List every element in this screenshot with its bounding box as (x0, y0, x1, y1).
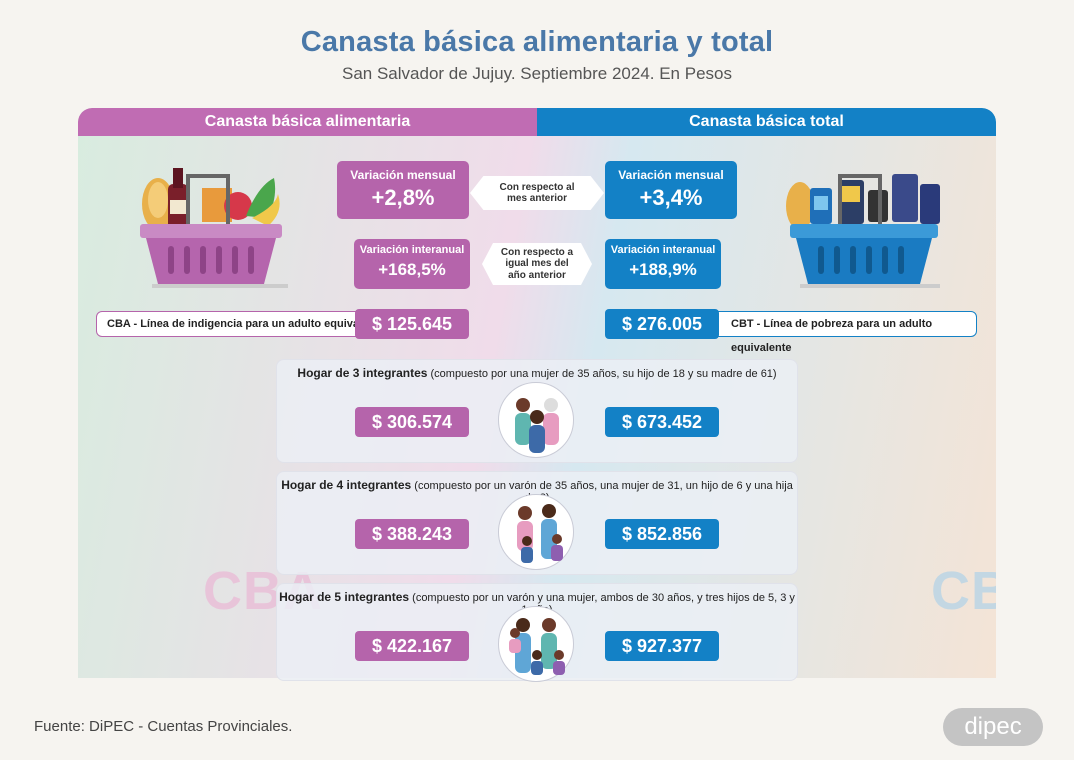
household-title: Hogar de 3 integrantes (297, 366, 428, 380)
cba-yearly-value: +168,5% (378, 260, 446, 279)
page-title: Canasta básica alimentaria y total (300, 26, 774, 58)
household-title: Hogar de 5 integrantes (279, 590, 410, 604)
cbt-yearly-value: +188,9% (629, 260, 697, 279)
household-detail: (compuesto por un varón de 35 años, una … (414, 480, 793, 504)
cba-adult-label: CBA - Línea de indigencia para un adulto… (96, 311, 386, 337)
family-icon (498, 494, 574, 570)
cba-monthly-value: +2,8% (371, 185, 435, 210)
household-cbt-value: $ 673.452 (605, 407, 719, 437)
monthly-note: Con respecto al mes anterior (470, 176, 604, 210)
cba-monthly-box: Variación mensual +2,8% (337, 161, 469, 219)
household-detail: (compuesto por un varón y una mujer, amb… (412, 592, 795, 616)
cba-yearly-label: Variación interanual (359, 244, 465, 256)
family-icon (498, 606, 574, 682)
household-detail: (compuesto por una mujer de 35 años, su … (430, 368, 777, 380)
cba-yearly-box: Variación interanual +168,5% (354, 239, 470, 289)
household-cba-value: $ 388.243 (355, 519, 469, 549)
household-title: Hogar de 4 integrantes (281, 478, 412, 492)
cbt-adult-label: CBT - Línea de pobreza para un adulto eq… (690, 311, 977, 354)
page-subtitle: San Salvador de Jujuy. Septiembre 2024. … (342, 64, 732, 83)
family-icon (498, 382, 574, 458)
products-basket-icon (786, 174, 940, 288)
household-cbt-value: $ 927.377 (605, 631, 719, 661)
cbt-monthly-label: Variación mensual (618, 168, 724, 182)
cbt-watermark: CBT (931, 561, 996, 621)
food-basket-icon (140, 168, 288, 288)
household-cbt-value: $ 852.856 (605, 519, 719, 549)
cbt-monthly-value: +3,4% (639, 185, 703, 210)
dipec-logo: dipec (943, 708, 1043, 746)
household-cba-value: $ 306.574 (355, 407, 469, 437)
cbt-yearly-box: Variación interanual +188,9% (605, 239, 721, 289)
cba-monthly-label: Variación mensual (350, 168, 456, 182)
cbt-monthly-box: Variación mensual +3,4% (605, 161, 737, 219)
cbt-header: Canasta básica total (537, 108, 996, 136)
cbt-yearly-label: Variación interanual (610, 244, 716, 256)
cba-adult-value: $ 125.645 (355, 309, 469, 339)
household-cba-value: $ 422.167 (355, 631, 469, 661)
yearly-note: Con respecto a igual mes del año anterio… (482, 243, 592, 285)
source-footer: Fuente: DiPEC - Cuentas Provinciales. (34, 718, 293, 735)
cbt-adult-value: $ 276.005 (605, 309, 719, 339)
cba-header: Canasta básica alimentaria (78, 108, 537, 136)
